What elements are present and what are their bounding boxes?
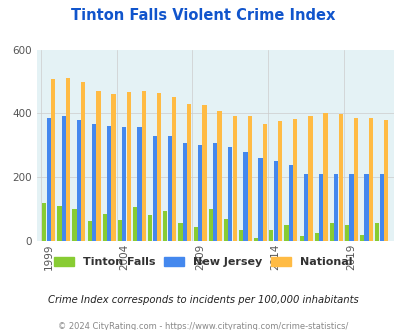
Bar (353, 118, 357, 241)
Bar (167, 136, 171, 241)
Bar (96, 91, 100, 241)
Bar (137, 127, 141, 241)
Bar (102, 214, 107, 241)
Bar (292, 119, 296, 241)
Bar (57, 206, 62, 241)
Bar (213, 143, 217, 241)
Bar (156, 93, 161, 241)
Text: Crime Index corresponds to incidents per 100,000 inhabitants: Crime Index corresponds to incidents per… (47, 295, 358, 305)
Bar (122, 127, 126, 241)
Bar (107, 126, 111, 241)
Bar (348, 174, 353, 241)
Bar (307, 116, 312, 241)
Bar (299, 236, 303, 241)
Bar (193, 226, 197, 241)
Bar (379, 174, 383, 241)
Bar (243, 151, 247, 241)
Bar (202, 105, 206, 241)
Bar (314, 233, 318, 241)
Bar (47, 118, 51, 241)
Bar (359, 235, 363, 241)
Bar (163, 211, 167, 241)
Bar (228, 148, 232, 241)
Bar (254, 238, 258, 241)
Bar (374, 223, 379, 241)
Bar (92, 124, 96, 241)
Bar (323, 113, 327, 241)
Bar (277, 121, 281, 241)
Bar (269, 230, 273, 241)
Bar (126, 92, 130, 241)
Bar (141, 91, 146, 241)
Legend: Tinton Falls, New Jersey, National: Tinton Falls, New Jersey, National (49, 252, 356, 272)
Bar (117, 220, 122, 241)
Bar (81, 82, 85, 241)
Bar (217, 111, 221, 241)
Bar (178, 223, 182, 241)
Bar (288, 165, 292, 241)
Bar (72, 209, 77, 241)
Bar (152, 136, 156, 241)
Bar (262, 124, 266, 241)
Bar (338, 114, 342, 241)
Bar (344, 225, 348, 241)
Bar (197, 145, 202, 241)
Bar (383, 120, 387, 241)
Bar (333, 174, 338, 241)
Bar (368, 118, 372, 241)
Bar (239, 230, 243, 241)
Bar (187, 104, 191, 241)
Bar (77, 120, 81, 241)
Bar (223, 218, 228, 241)
Bar (172, 97, 176, 241)
Bar (247, 116, 252, 241)
Text: Tinton Falls Violent Crime Index: Tinton Falls Violent Crime Index (70, 8, 335, 23)
Bar (66, 78, 70, 241)
Bar (51, 79, 55, 241)
Bar (364, 174, 368, 241)
Bar (87, 221, 92, 241)
Bar (232, 115, 236, 241)
Bar (273, 161, 277, 241)
Bar (329, 223, 333, 241)
Text: © 2024 CityRating.com - https://www.cityrating.com/crime-statistics/: © 2024 CityRating.com - https://www.city… (58, 322, 347, 330)
Bar (148, 215, 152, 241)
Bar (303, 174, 307, 241)
Bar (182, 143, 187, 241)
Bar (62, 115, 66, 241)
Bar (208, 209, 212, 241)
Bar (42, 203, 46, 241)
Bar (318, 174, 322, 241)
Bar (284, 225, 288, 241)
Bar (111, 93, 115, 241)
Bar (133, 208, 137, 241)
Bar (258, 158, 262, 241)
